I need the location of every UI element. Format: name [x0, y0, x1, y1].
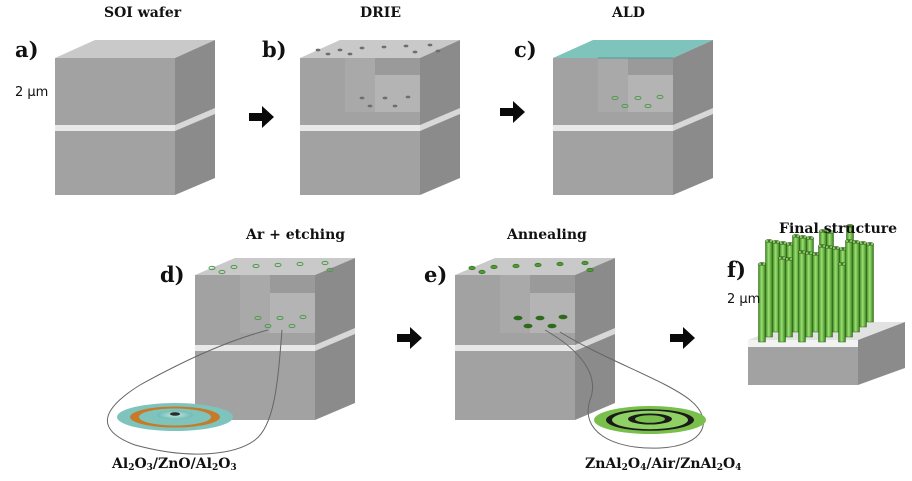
panel-f-scale: 2 μm	[727, 292, 761, 307]
panel-c-block	[553, 40, 713, 195]
panel-a-letter: a)	[15, 37, 39, 62]
panel-a-block	[55, 40, 215, 195]
panel-a-scale: 2 μm	[15, 85, 49, 100]
inset-d-label: Al2O3/ZnO/Al2O3	[112, 456, 237, 473]
panel-c-title: ALD	[612, 5, 645, 21]
panel-e-letter: e)	[424, 262, 448, 287]
inset-e-callout	[544, 329, 706, 449]
panel-a-title: SOI wafer	[104, 5, 182, 21]
panel-d-letter: d)	[160, 262, 185, 287]
panel-e-title: Annealing	[507, 227, 587, 243]
right-arrow-icon	[500, 101, 525, 123]
inset-e-label: ZnAl2O4/Air/ZnAl2O4	[585, 456, 742, 473]
right-arrow-icon	[249, 106, 274, 128]
right-arrow-icon	[670, 327, 695, 349]
panel-c-letter: c)	[514, 37, 537, 62]
right-arrow-icon	[397, 327, 422, 349]
panel-b-letter: b)	[262, 37, 287, 62]
panel-b-block	[300, 40, 460, 195]
panel-e-block	[455, 258, 615, 420]
panel-b-title: DRIE	[360, 5, 401, 21]
panel-d-block	[195, 258, 355, 420]
panel-f-letter: f)	[727, 257, 746, 282]
inset-d-callout	[106, 329, 283, 455]
panel-f-title: Final structure	[779, 221, 898, 237]
panel-d-title: Ar + etching	[246, 227, 346, 243]
nanotube-array	[758, 224, 874, 343]
